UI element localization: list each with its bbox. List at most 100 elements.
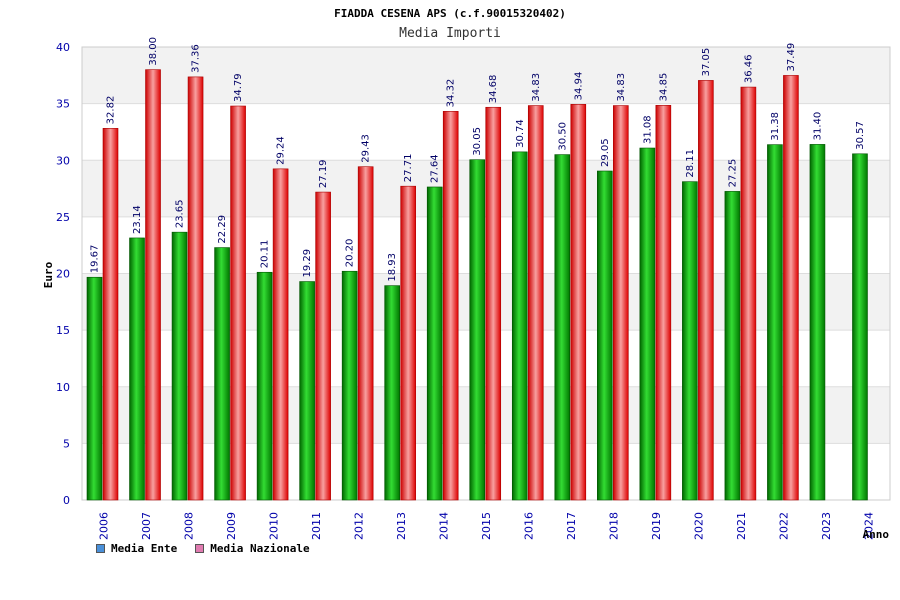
y-tick-label: 5 bbox=[63, 437, 70, 450]
y-tick-label: 0 bbox=[63, 494, 70, 507]
legend-swatch-ente bbox=[96, 544, 105, 553]
data-label: 19.29 bbox=[302, 249, 313, 278]
data-label: 27.19 bbox=[318, 159, 329, 188]
data-label: 38.00 bbox=[148, 37, 159, 66]
data-label: 19.67 bbox=[90, 245, 101, 274]
bar-ente bbox=[256, 271, 273, 501]
y-tick-label: 40 bbox=[56, 41, 70, 54]
data-label: 29.43 bbox=[361, 134, 372, 163]
y-tick-label: 35 bbox=[56, 98, 70, 111]
data-label: 34.79 bbox=[233, 73, 244, 102]
legend-swatch-nazionale bbox=[195, 544, 205, 553]
bar-ente bbox=[597, 170, 613, 501]
x-tick-label: 2023 bbox=[820, 512, 833, 540]
data-label: 30.50 bbox=[557, 122, 568, 151]
x-tick-label: 2017 bbox=[565, 512, 578, 540]
x-axis-label: Anno bbox=[863, 528, 890, 541]
bar-ente bbox=[384, 285, 400, 501]
bar-nazionale bbox=[570, 104, 587, 501]
data-label: 31.38 bbox=[770, 112, 781, 141]
bar-nazionale bbox=[442, 111, 459, 501]
bar-nazionale bbox=[102, 128, 119, 501]
data-label: 23.65 bbox=[175, 200, 186, 229]
data-label: 32.82 bbox=[106, 96, 117, 125]
data-label: 34.68 bbox=[488, 75, 499, 104]
y-tick-label: 25 bbox=[56, 211, 70, 224]
bar-ente bbox=[299, 281, 315, 501]
x-tick-label: 2012 bbox=[352, 512, 365, 540]
chart-title: FIADDA CESENA APS (c.f.90015320402) bbox=[334, 7, 566, 20]
bar-ente bbox=[852, 153, 868, 501]
bar-nazionale bbox=[400, 185, 416, 501]
x-tick-label: 2014 bbox=[437, 512, 450, 540]
bar-ente bbox=[129, 237, 145, 501]
data-label: 31.40 bbox=[812, 112, 823, 141]
data-label: 18.93 bbox=[387, 253, 398, 282]
bar-ente bbox=[511, 151, 528, 501]
data-label: 37.49 bbox=[786, 43, 797, 72]
x-tick-label: 2009 bbox=[225, 512, 238, 540]
x-tick-label: 2006 bbox=[97, 512, 110, 540]
x-tick-label: 2010 bbox=[267, 512, 280, 540]
chart-subtitle: Media Importi bbox=[399, 26, 501, 41]
bar-nazionale bbox=[527, 105, 544, 501]
legend-item-ente: Media Ente bbox=[96, 542, 177, 555]
bar-nazionale bbox=[613, 105, 629, 501]
data-label: 36.46 bbox=[743, 54, 754, 83]
y-tick-label: 15 bbox=[56, 324, 70, 337]
bar-ente bbox=[214, 247, 230, 501]
data-label: 37.05 bbox=[701, 48, 712, 77]
data-label: 28.11 bbox=[685, 149, 696, 178]
x-tick-label: 2018 bbox=[608, 512, 621, 540]
bar-nazionale bbox=[655, 105, 672, 501]
bar-nazionale bbox=[230, 105, 246, 501]
x-tick-label: 2013 bbox=[395, 512, 408, 540]
bar-ente bbox=[767, 144, 783, 501]
data-label: 34.94 bbox=[573, 72, 584, 101]
x-tick-label: 2011 bbox=[310, 512, 323, 540]
legend-label-ente: Media Ente bbox=[111, 542, 178, 555]
y-axis-label: Euro bbox=[42, 261, 55, 288]
data-label: 30.57 bbox=[855, 121, 866, 150]
data-label: 34.83 bbox=[531, 73, 542, 102]
legend: Media Ente Media Nazionale bbox=[96, 542, 310, 555]
data-label: 30.05 bbox=[472, 127, 483, 156]
x-tick-label: 2020 bbox=[693, 512, 706, 540]
data-label: 20.20 bbox=[345, 239, 356, 268]
x-tick-label: 2019 bbox=[650, 512, 663, 540]
bar-ente bbox=[426, 186, 443, 501]
bar-nazionale bbox=[698, 80, 714, 501]
data-label: 27.71 bbox=[403, 154, 414, 183]
bar-ente bbox=[554, 154, 571, 501]
bar-ente bbox=[469, 159, 486, 501]
x-tick-label: 2008 bbox=[182, 512, 195, 540]
bar-nazionale bbox=[272, 168, 289, 501]
y-tick-label: 30 bbox=[56, 154, 70, 167]
bar-nazionale bbox=[485, 106, 502, 501]
data-label: 27.25 bbox=[727, 159, 738, 188]
data-label: 27.64 bbox=[430, 154, 441, 183]
data-label: 20.11 bbox=[260, 240, 271, 269]
bar-nazionale bbox=[357, 166, 374, 501]
x-tick-label: 2021 bbox=[735, 512, 748, 540]
x-tick-label: 2024 bbox=[863, 512, 876, 540]
bar-ente bbox=[341, 270, 358, 501]
data-label: 34.32 bbox=[446, 79, 457, 108]
x-tick-label: 2007 bbox=[140, 512, 153, 540]
data-label: 23.14 bbox=[132, 205, 143, 234]
bar-ente bbox=[809, 144, 826, 501]
data-label: 29.24 bbox=[276, 136, 287, 165]
x-tick-label: 2022 bbox=[778, 512, 791, 540]
data-labels: 19.67 32.82 23.14 38.00 23.65 37.36 22.29 34.79… bbox=[90, 37, 866, 282]
bar-nazionale bbox=[740, 86, 757, 501]
bar-ente bbox=[86, 276, 103, 501]
x-tick-label: 2015 bbox=[480, 512, 493, 540]
y-tick-label: 10 bbox=[56, 381, 70, 394]
data-label: 29.05 bbox=[600, 138, 611, 167]
bar-ente bbox=[639, 147, 656, 501]
bar-nazionale bbox=[187, 76, 204, 501]
data-label: 30.74 bbox=[515, 119, 526, 148]
legend-label-nazionale: Media Nazionale bbox=[210, 542, 310, 555]
data-label: 34.83 bbox=[616, 73, 627, 102]
